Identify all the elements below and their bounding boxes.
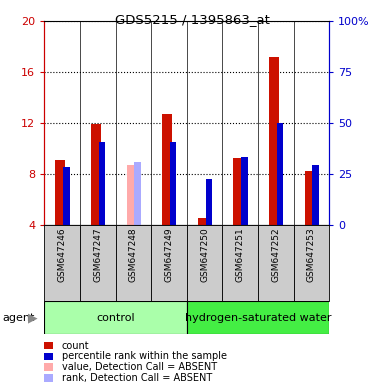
Bar [187,225,223,301]
Text: GSM647248: GSM647248 [129,227,138,281]
Bar [206,179,212,225]
Bar [198,218,208,225]
Text: percentile rank within the sample: percentile rank within the sample [62,351,227,361]
Text: hydrogen-saturated water: hydrogen-saturated water [185,313,331,323]
Bar [91,124,101,225]
Text: GSM647246: GSM647246 [58,227,67,281]
Bar [277,123,283,225]
Bar [305,171,315,225]
Text: GSM647251: GSM647251 [236,227,244,282]
Bar [258,225,294,301]
Text: GDS5215 / 1395863_at: GDS5215 / 1395863_at [115,13,270,26]
Bar [293,225,329,301]
Text: rank, Detection Call = ABSENT: rank, Detection Call = ABSENT [62,373,212,383]
Bar [44,301,187,334]
Bar [80,225,116,301]
Bar [127,165,137,225]
Bar [223,225,258,301]
Bar [170,142,176,225]
Bar [55,160,65,225]
Bar [63,167,70,225]
Text: GSM647247: GSM647247 [93,227,102,281]
Text: GSM647249: GSM647249 [164,227,173,281]
Bar [313,165,319,225]
Bar [187,301,329,334]
Text: GSM647252: GSM647252 [271,227,280,281]
Text: count: count [62,341,89,351]
Bar [162,114,172,225]
Bar [269,57,279,225]
Text: control: control [96,313,135,323]
Bar [151,225,187,301]
Bar [44,225,80,301]
Text: GSM647250: GSM647250 [200,227,209,282]
Bar [134,162,141,225]
Bar [241,157,248,225]
Bar [233,159,243,225]
Text: GSM647253: GSM647253 [307,227,316,282]
Bar [116,225,151,301]
Text: agent: agent [2,313,34,323]
Text: ▶: ▶ [28,311,37,324]
Text: value, Detection Call = ABSENT: value, Detection Call = ABSENT [62,362,217,372]
Bar [99,142,105,225]
